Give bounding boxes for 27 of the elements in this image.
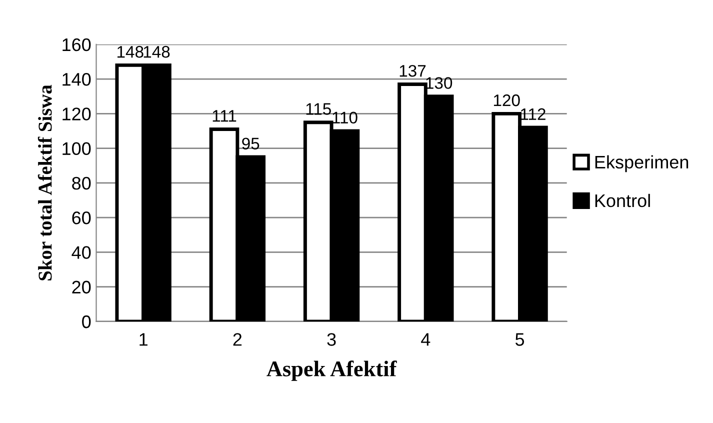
- x-tick-label: 5: [515, 333, 524, 346]
- y-tick-label: 160: [62, 38, 91, 52]
- x-axis-title: Aspek Afektif: [266, 360, 397, 381]
- data-label: 110: [332, 112, 358, 124]
- data-label: 137: [400, 64, 426, 77]
- data-label: 120: [494, 94, 520, 106]
- data-label: 148: [118, 46, 144, 58]
- y-tick-label: 80: [72, 176, 91, 190]
- y-tick-label: 140: [62, 72, 91, 86]
- legend-label: Kontrol: [595, 194, 650, 208]
- y-tick-label: 40: [72, 246, 91, 259]
- y-axis-title: Skor total Afektif Siswa: [38, 84, 52, 280]
- data-label: 130: [426, 77, 452, 89]
- y-tick-label: 0: [82, 315, 91, 328]
- data-label: 111: [212, 110, 236, 122]
- y-tick-label: 120: [62, 108, 91, 120]
- y-tick-label: 100: [62, 142, 91, 156]
- data-label: 115: [306, 103, 331, 115]
- x-tick-label: 4: [421, 333, 430, 346]
- y-tick-label: 60: [72, 212, 91, 224]
- data-label: 95: [242, 138, 260, 150]
- y-tick-label: 20: [72, 280, 91, 294]
- legend-label: Eksperimen: [595, 155, 688, 172]
- x-tick-label: 1: [140, 333, 148, 346]
- x-tick-label: 2: [233, 333, 242, 346]
- data-label: 148: [144, 46, 170, 58]
- x-tick-label: 3: [327, 333, 336, 346]
